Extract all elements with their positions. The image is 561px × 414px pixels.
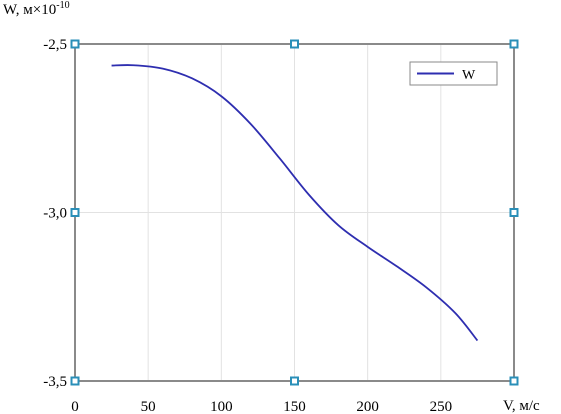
grid-lines (75, 44, 514, 381)
y-tick-label: -2,5 (43, 37, 67, 53)
y-tick-label: -3,0 (43, 206, 67, 222)
x-tick-label: 200 (356, 399, 379, 414)
frame-marker (509, 39, 519, 49)
y-tick-label: -3,5 (43, 374, 67, 390)
frame-marker (70, 208, 80, 217)
x-tick-label: 50 (141, 399, 156, 414)
x-axis-label: V, м/с (503, 398, 540, 414)
frame-marker (509, 376, 519, 386)
frame-marker (509, 208, 519, 217)
x-tick-label: 100 (210, 399, 233, 414)
tick-labels: 0 50 100 150 200 250 -2,5 -3,0 -3,5 (43, 37, 452, 414)
legend: W (409, 61, 498, 86)
frame-markers (70, 39, 519, 386)
frame-marker (70, 376, 80, 386)
frame-marker (290, 39, 299, 49)
x-tick-label: 0 (71, 399, 79, 414)
legend-label-w: W (462, 68, 476, 83)
x-tick-label: 250 (430, 399, 453, 414)
frame-marker (290, 376, 299, 386)
frame-marker (70, 39, 80, 49)
x-tick-label: 150 (283, 399, 306, 414)
series-line-w (111, 64, 479, 342)
y-axis-label: W, м×10-10 (3, 0, 70, 18)
